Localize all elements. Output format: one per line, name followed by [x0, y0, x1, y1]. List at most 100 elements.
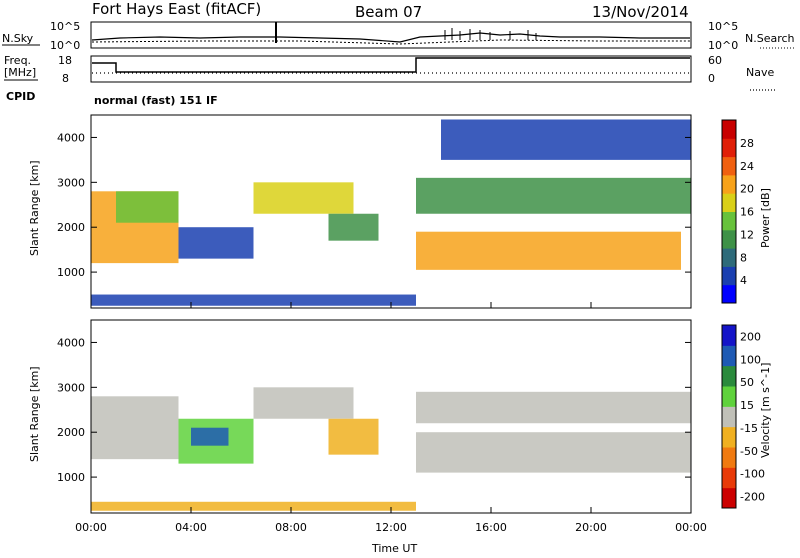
noise-panel: N.Sky 10^5 10^0 10^5 10^0 N.Search [2, 20, 795, 52]
power-colorbar-swatch [722, 266, 736, 286]
power-y-tick-label: 4000 [57, 131, 85, 144]
velocity-region [91, 396, 179, 460]
nsky-tick-high: 10^5 [50, 20, 80, 33]
power-colorbar-swatch [722, 156, 736, 176]
power-colorbar-swatch [722, 138, 736, 158]
power-region [416, 177, 691, 214]
nsky-tick-low: 10^0 [50, 39, 80, 52]
velocity-colorbar-swatch [722, 487, 736, 509]
power-colorbar-tick-label: 12 [740, 228, 754, 241]
power-colorbar-label: Power [dB] [759, 188, 772, 248]
power-region [116, 191, 179, 223]
power-y-ticks: 1000 2000 3000 4000 [57, 131, 692, 308]
nsky-label: N.Sky [2, 32, 34, 45]
velocity-colorbar-label: Velocity [m s^-1] [759, 363, 772, 458]
freq-label: Freq. [4, 54, 31, 67]
velocity-y-tick-label: 2000 [57, 426, 85, 439]
nave-tick-low: 0 [708, 72, 715, 85]
velocity-colorbar-swatch [722, 365, 736, 387]
power-y-tick-label: 2000 [57, 221, 85, 234]
nsearch-tick-high: 10^5 [708, 20, 738, 33]
power-colorbar-swatch [722, 193, 736, 212]
power-colorbar-tick-label: 24 [740, 160, 754, 173]
velocity-colorbar-swatch [722, 426, 736, 448]
velocity-colorbar-swatch [722, 467, 736, 489]
power-colorbar-swatch [722, 174, 736, 194]
velocity-region [253, 387, 354, 419]
noise-trace [91, 32, 690, 43]
velocity-colorbar-swatch [722, 345, 736, 367]
velocity-region [91, 501, 416, 511]
beam-label: Beam 07 [355, 3, 422, 21]
power-colorbar-swatch [722, 248, 736, 267]
plot-title: Fort Hays East (fitACF) [92, 0, 261, 18]
power-colorbar-tick-label: 28 [740, 137, 754, 150]
nave-label: Nave [746, 66, 774, 79]
velocity-colorbar-tick-label: -15 [740, 422, 758, 435]
velocity-colorbar-swatch [722, 406, 736, 428]
x-axis-label: Time UT [371, 542, 417, 554]
velocity-y-tick-label: 3000 [57, 381, 85, 394]
velocity-colorbar: 200 100 50 15 -15 -50 -100 -200 [721, 324, 765, 509]
cpid-mode: normal (fast) 151 IF [94, 94, 218, 107]
power-region [416, 231, 681, 270]
power-colorbar-tick-label: 16 [740, 206, 754, 219]
velocity-x-ticks: 00:00 04:00 08:00 12:00 16:00 20:00 00:00 [75, 507, 707, 534]
power-y-tick-label: 1000 [57, 266, 85, 279]
power-data-regions [91, 119, 691, 306]
power-colorbar-swatch [722, 284, 736, 304]
x-tick-label: 12:00 [375, 521, 407, 534]
velocity-colorbar-tick-label: 100 [740, 353, 761, 366]
power-region [328, 213, 379, 241]
velocity-colorbar-tick-label: -50 [740, 445, 758, 458]
velocity-colorbar-swatch [722, 325, 736, 346]
power-panel: 1000 2000 3000 4000 Slant Range [km] 4 8 12 16… [28, 114, 772, 309]
cpid-label: CPID [6, 90, 35, 103]
freq-tick-low: 8 [62, 72, 69, 85]
velocity-colorbar-tick-label: 50 [740, 376, 754, 389]
noise-trace-2 [91, 39, 690, 45]
velocity-colorbar-tick-label: 15 [740, 399, 754, 412]
freq-tick-high: 18 [58, 54, 72, 67]
x-tick-label: 20:00 [575, 521, 607, 534]
power-colorbar-tick-label: 8 [740, 251, 747, 264]
nsearch-tick-low: 10^0 [708, 39, 738, 52]
velocity-y-ticks: 1000 2000 3000 4000 [57, 336, 691, 484]
velocity-data-regions [91, 387, 691, 511]
velocity-colorbar-swatch [722, 447, 736, 468]
power-region [253, 182, 354, 214]
velocity-y-tick-label: 1000 [57, 471, 85, 484]
date-label: 13/Nov/2014 [592, 3, 689, 21]
velocity-colorbar-frame [721, 324, 737, 509]
power-region [91, 294, 416, 306]
power-colorbar-tick-label: 20 [740, 183, 754, 196]
velocity-colorbar-tick-label: -200 [740, 491, 765, 504]
power-region [178, 227, 254, 259]
power-colorbar-swatch [722, 211, 736, 231]
power-y-tick-label: 3000 [57, 176, 85, 189]
velocity-y-tick-label: 4000 [57, 336, 85, 349]
x-tick-label: 04:00 [175, 521, 207, 534]
x-tick-label: 16:00 [475, 521, 507, 534]
velocity-region [191, 427, 229, 446]
velocity-colorbar-swatch [722, 386, 736, 407]
x-tick-label: 00:00 [75, 521, 107, 534]
power-colorbar-swatch [722, 120, 736, 139]
power-colorbar-swatch [722, 229, 736, 249]
power-region [441, 119, 691, 160]
x-tick-label: 00:00 [675, 521, 707, 534]
velocity-region [416, 391, 691, 424]
velocity-region [416, 432, 691, 473]
freq-unit-label: [MHz] [4, 66, 36, 79]
velocity-region [328, 418, 379, 455]
nave-tick-high: 60 [708, 54, 722, 67]
velocity-colorbar-tick-label: 200 [740, 330, 761, 343]
velocity-colorbar-tick-label: -100 [740, 468, 765, 481]
velocity-y-axis-label: Slant Range [km] [28, 366, 41, 462]
power-colorbar-frame [721, 119, 737, 304]
freq-panel: Freq. [MHz] 18 8 60 0 Nave CPID normal (… [4, 54, 776, 107]
x-tick-label: 08:00 [275, 521, 307, 534]
nsearch-label: N.Search [745, 32, 795, 45]
